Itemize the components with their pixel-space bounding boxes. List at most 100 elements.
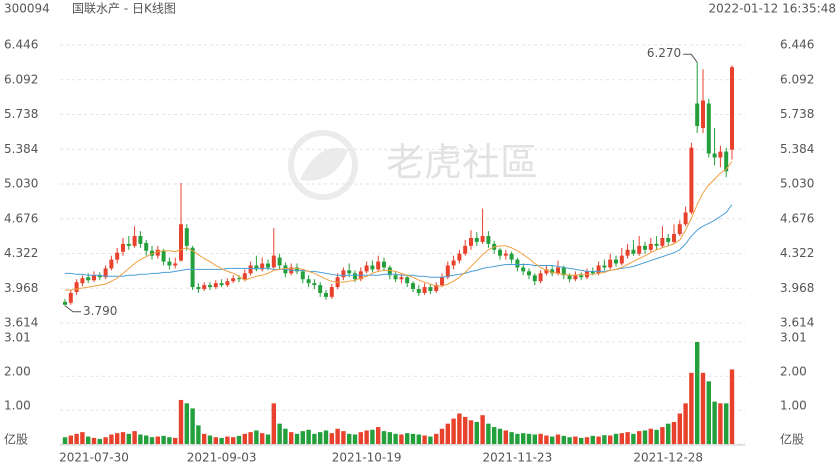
volume-bar [381,431,387,444]
volume-bar [700,372,706,444]
candle-body [306,279,311,284]
y-tick-label-right: 6.446 [780,38,814,52]
volume-bar [579,437,584,444]
volume-bar [480,415,485,444]
candle-body [254,265,259,270]
volume-bar [399,434,404,444]
volume-bar [561,435,566,444]
volume-bar [596,436,601,444]
candle-body [68,292,73,303]
x-tick-label: 2021-11-23 [483,451,553,465]
volume-bar [428,436,433,444]
candle-body [312,283,317,286]
volume-bar [323,430,329,444]
candle-body [602,265,607,268]
candle-body [347,270,352,274]
candle-body [411,283,415,290]
candle-body [248,265,253,274]
volume-bar [625,432,630,444]
volume-bar [74,433,79,444]
y-tick-label-left: 5.030 [4,177,38,191]
candle-body [457,253,462,261]
volume-bar [474,421,479,444]
candle-body [103,268,108,278]
volume-bar [103,437,108,444]
volume-bar [219,437,224,444]
candle-body [364,265,369,272]
volume-bar [590,435,595,444]
candle-body [121,243,125,252]
candle-body [619,255,624,264]
volume-bar [584,437,590,444]
volume-bar [405,433,410,444]
volume-bar [544,435,549,444]
candle-body [596,265,601,274]
volume-bar [387,432,392,444]
x-tick-label: 2021-12-28 [633,451,703,465]
volume-bar [509,432,514,444]
candle-body [109,259,114,269]
volume-bar [468,420,474,444]
x-tick-label: 2021-10-19 [332,451,402,465]
volume-bar [445,423,450,444]
candle-body [387,267,392,276]
candle-body [260,263,265,270]
candle-body [173,263,178,266]
candle-body [532,275,537,282]
volume-bar [115,433,120,444]
candle-body [144,242,149,251]
volume-bar [497,428,503,444]
volume-bar [532,434,537,444]
volume-bar [370,429,375,444]
candle-body [637,245,642,254]
candle-body [672,234,676,242]
volume-bar [660,427,665,444]
y-tick-label-left: 5.738 [4,107,38,121]
volume-bar [184,403,189,444]
volume-bar [671,421,677,444]
volume-bar [538,433,543,444]
volume-bar [178,399,184,444]
candle-body [556,267,560,274]
volume-bar [637,431,642,444]
volume-bar [364,430,369,444]
candle-body [231,278,236,282]
candle-body [242,273,247,280]
high-annotation: 6.270 [647,46,681,60]
candle-body [706,103,711,154]
volume-bar [376,427,381,444]
volume-bar [167,437,172,444]
volume-tick-label-right: 亿股 [780,432,804,447]
low-leader [64,305,81,313]
candle-body [515,259,520,268]
candle-body [132,236,137,246]
candle-body [550,269,555,274]
volume-bar [126,433,131,444]
volume-bar [312,433,317,444]
candle-body [115,252,120,260]
volume-bar [289,432,294,444]
volume-bar [422,435,427,444]
volume-bar [265,434,271,444]
volume-bar [86,436,91,444]
timestamp: 2022-01-12 16:35:48 [709,2,836,16]
candle-body [86,277,91,281]
volume-bar [724,403,729,444]
candle-body [376,261,381,270]
volume-bar [300,431,305,444]
volume-bar [718,403,723,444]
candle-body [225,281,230,286]
volume-bar [451,418,456,444]
candle-body [382,261,386,268]
volume-bar [196,425,201,444]
volume-bar [283,428,288,444]
volume-bar [642,430,648,444]
candle-body [718,151,723,158]
volume-bar [521,433,526,444]
candle-body [527,271,531,276]
volume-bar [683,403,688,444]
volume-bar [335,428,340,444]
candle-body [179,224,183,261]
moving-average-line [65,204,733,278]
